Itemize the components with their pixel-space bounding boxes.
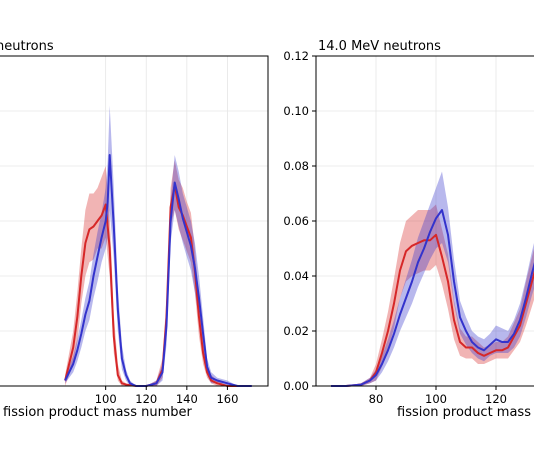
left-panel-title: neutrons (0, 39, 54, 54)
left-plot-frame (0, 55, 269, 387)
x-tick-label: 140 (176, 392, 198, 406)
right-x-axis-label: fission product mass (397, 405, 531, 420)
left-x-ticks: 100 120 140 160 (95, 386, 238, 406)
right-lines (331, 209, 534, 387)
y-tick-label: 0.06 (283, 214, 309, 228)
right-x-ticks: 80 100 120 (369, 386, 507, 406)
x-tick-label: 100 (425, 392, 447, 406)
y-tick-label: 0.00 (283, 379, 309, 393)
uncertainty-band-series-0 (65, 160, 238, 386)
left-grid (0, 55, 268, 387)
y-tick-label: 0.04 (283, 269, 309, 283)
series-line-0 (331, 233, 534, 387)
x-tick-label: 80 (369, 392, 384, 406)
uncertainty-band-series-1 (331, 171, 534, 386)
y-tick-label: 0.10 (283, 104, 309, 118)
uncertainty-band-series-0 (331, 204, 534, 386)
left-panel: 100 120 140 160 neutrons fission product ma… (0, 39, 269, 420)
right-bands (331, 171, 534, 386)
right-panel: 80 100 120 0.00 0.02 0.04 0.06 0.08 0.10 0.12 14… (283, 39, 534, 420)
y-tick-label: 0.12 (283, 49, 309, 63)
series-line-1 (331, 209, 534, 387)
y-tick-label: 0.08 (283, 159, 309, 173)
x-tick-label: 120 (485, 392, 507, 406)
right-panel-title: 14.0 MeV neutrons (318, 39, 441, 54)
x-tick-label: 120 (135, 392, 157, 406)
right-y-ticks: 0.00 0.02 0.04 0.06 0.08 0.10 0.12 (283, 49, 316, 393)
left-lines (64, 154, 252, 387)
y-tick-label: 0.02 (283, 324, 309, 338)
left-x-axis-label: fission product mass number (3, 405, 193, 420)
x-tick-label: 160 (216, 392, 238, 406)
right-grid (316, 55, 534, 387)
x-tick-label: 100 (95, 392, 117, 406)
left-bands (65, 105, 252, 386)
series-line-1 (64, 154, 252, 387)
